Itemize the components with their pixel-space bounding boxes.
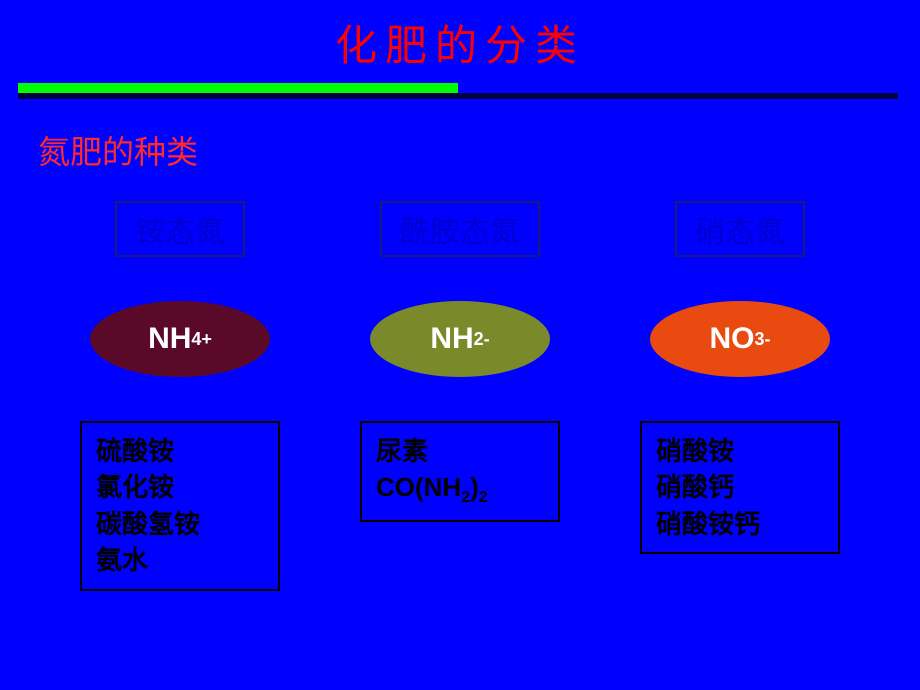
examples-box: 硝酸铵 硝酸钙 硝酸铵钙 xyxy=(640,421,840,554)
formula-ellipse: NH2- xyxy=(370,301,550,377)
column-nitrate: 硝态氮 NO3- 硝酸铵 硝酸钙 硝酸铵钙 xyxy=(620,201,860,591)
example-line: 硝酸钙 xyxy=(656,469,824,505)
examples-box: 尿素 CO(NH2)2 xyxy=(360,421,560,522)
example-line: 尿素 xyxy=(376,433,544,469)
example-line: 硫酸铵 xyxy=(96,433,264,469)
page-title: 化肥的分类 xyxy=(0,0,920,73)
category-box: 酰胺态氮 xyxy=(380,201,540,257)
divider-green xyxy=(18,83,458,93)
column-ammonium: 铵态氮 NH4+ 硫酸铵 氯化铵 碳酸氢铵 氨水 xyxy=(60,201,300,591)
subtitle: 氮肥的种类 xyxy=(38,127,920,173)
example-line: 硝酸铵 xyxy=(656,433,824,469)
category-box: 铵态氮 xyxy=(115,201,245,257)
divider-shadow xyxy=(18,93,898,99)
category-box: 硝态氮 xyxy=(675,201,805,257)
columns-container: 铵态氮 NH4+ 硫酸铵 氯化铵 碳酸氢铵 氨水 酰胺态氮 NH2- 尿素 CO… xyxy=(0,201,920,591)
examples-box: 硫酸铵 氯化铵 碳酸氢铵 氨水 xyxy=(80,421,280,591)
formula-ellipse: NO3- xyxy=(650,301,830,377)
example-line: 碳酸氢铵 xyxy=(96,506,264,542)
example-line: 硝酸铵钙 xyxy=(656,506,824,542)
column-amide: 酰胺态氮 NH2- 尿素 CO(NH2)2 xyxy=(340,201,580,591)
example-line: CO(NH2)2 xyxy=(376,469,544,510)
formula-ellipse: NH4+ xyxy=(90,301,270,377)
example-line: 氯化铵 xyxy=(96,469,264,505)
divider xyxy=(0,83,920,105)
example-line: 氨水 xyxy=(96,542,264,578)
